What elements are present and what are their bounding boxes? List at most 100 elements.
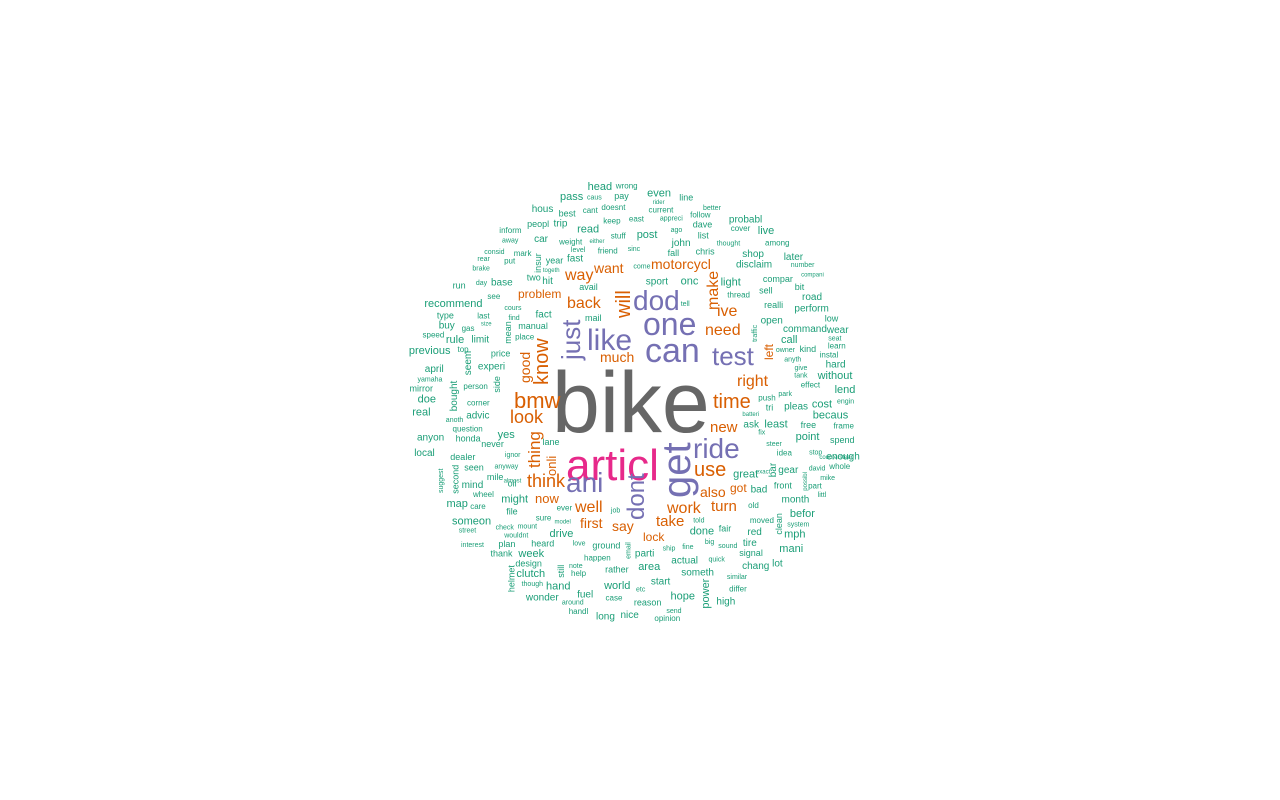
word-command: command xyxy=(783,324,827,335)
word-anyth: anyth xyxy=(784,357,801,364)
word-way: way xyxy=(564,267,593,284)
word-bit: bit xyxy=(795,282,805,292)
word-mark: mark xyxy=(514,249,533,258)
word-exact: exact xyxy=(756,469,771,475)
word-mile: mile xyxy=(487,472,504,482)
word-mean: mean xyxy=(503,321,513,344)
word-perform: perform xyxy=(794,303,828,314)
word-open: open xyxy=(761,315,783,326)
word-mike: mike xyxy=(820,475,835,482)
word-kind: kind xyxy=(800,344,817,354)
word-fair: fair xyxy=(719,524,732,534)
word-tri: tri xyxy=(766,403,774,413)
word-david: david xyxy=(809,466,826,473)
word-heard: heard xyxy=(531,538,554,548)
word-handl: handl xyxy=(569,607,589,616)
word-care: care xyxy=(470,502,486,511)
word-opinion: opinion xyxy=(654,614,680,623)
word-stop: stop xyxy=(809,450,822,457)
word-befor: befor xyxy=(790,508,815,520)
word-note: note xyxy=(569,563,583,570)
word-signal: signal xyxy=(739,548,763,558)
word-left: left xyxy=(762,343,776,360)
word-say: say xyxy=(612,518,634,534)
word-model: model xyxy=(555,520,571,526)
word-instal: instal xyxy=(820,351,839,360)
word-new: new xyxy=(710,419,738,436)
word-compar: compar xyxy=(763,274,793,284)
word-friend: friend xyxy=(598,247,618,256)
word-corner: corner xyxy=(467,398,490,407)
word-work: work xyxy=(666,500,702,517)
word-ride: ride xyxy=(693,433,740,464)
word-push: push xyxy=(758,394,775,403)
word-limit: limit xyxy=(471,335,489,346)
word-ground: ground xyxy=(592,541,620,551)
word-weight: weight xyxy=(558,238,583,247)
word-read: read xyxy=(577,223,599,235)
word-enough: enough xyxy=(826,452,859,463)
word-power: power xyxy=(700,578,712,608)
word-manual: manual xyxy=(518,321,548,331)
word-place: place xyxy=(515,332,535,341)
word-lot: lot xyxy=(772,559,783,570)
word-second: second xyxy=(451,465,461,494)
word-design: design xyxy=(515,559,542,569)
word-wear: wear xyxy=(826,325,849,336)
word-first: first xyxy=(580,515,603,531)
word-want: want xyxy=(593,260,624,276)
word-wheel: wheel xyxy=(472,490,494,499)
word-cost: cost xyxy=(812,398,832,410)
word-start: start xyxy=(651,577,671,588)
word-previous: previous xyxy=(409,345,451,357)
word-point: point xyxy=(796,431,820,443)
word-hous: hous xyxy=(532,204,554,215)
word-gear: gear xyxy=(778,465,799,476)
word-batteri: batteri xyxy=(742,412,759,418)
word-road: road xyxy=(802,292,822,303)
word-month: month xyxy=(782,494,810,505)
word-question: question xyxy=(453,425,483,434)
word-littl: littl xyxy=(818,492,827,499)
word-hand: hand xyxy=(546,580,570,592)
word-realli: realli xyxy=(764,300,783,310)
word-mani: mani xyxy=(779,543,803,555)
word-compani: compani xyxy=(801,272,824,278)
word-least: least xyxy=(764,419,787,431)
word-steer: steer xyxy=(766,441,782,448)
word-rule: rule xyxy=(446,334,464,346)
word-call: call xyxy=(781,334,798,346)
word-doesnt: doesnt xyxy=(601,203,626,212)
word-two: two xyxy=(527,273,541,283)
word-idea: idea xyxy=(777,449,793,458)
word-last: last xyxy=(477,312,490,321)
word-ive: ive xyxy=(717,303,738,320)
word-done: done xyxy=(690,525,714,537)
word-day: day xyxy=(476,280,488,287)
word-away: away xyxy=(502,238,519,245)
word-fact: fact xyxy=(536,309,552,320)
word-dave: dave xyxy=(693,220,713,230)
word-part: part xyxy=(808,482,823,491)
word-probabl: probabl xyxy=(729,215,762,226)
word-rear: rear xyxy=(477,256,490,263)
word-peopl: peopl xyxy=(527,219,549,229)
word-put: put xyxy=(504,257,516,266)
word-good: good xyxy=(517,352,533,383)
word-someon: someon xyxy=(452,516,491,528)
word-onli: onli xyxy=(544,456,559,476)
word-find: find xyxy=(508,315,519,322)
word-experi: experi xyxy=(478,362,505,373)
word-take: take xyxy=(656,513,684,530)
word-yes: yes xyxy=(498,429,516,441)
word-better: better xyxy=(703,205,722,212)
word-see: see xyxy=(487,292,500,301)
word-person: person xyxy=(463,382,487,391)
word-run: run xyxy=(453,280,466,290)
word-appreci: appreci xyxy=(660,216,683,223)
word-head: head xyxy=(588,181,612,193)
word-area: area xyxy=(638,561,661,573)
word-ignor: ignor xyxy=(505,452,521,459)
word-bike: bike xyxy=(552,355,710,451)
